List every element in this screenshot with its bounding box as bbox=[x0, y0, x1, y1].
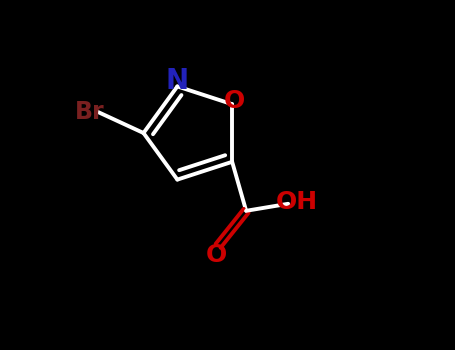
Text: Br: Br bbox=[75, 100, 104, 124]
Text: O: O bbox=[206, 243, 227, 267]
Text: O: O bbox=[223, 89, 244, 113]
Text: OH: OH bbox=[276, 190, 318, 214]
Text: N: N bbox=[166, 67, 189, 95]
